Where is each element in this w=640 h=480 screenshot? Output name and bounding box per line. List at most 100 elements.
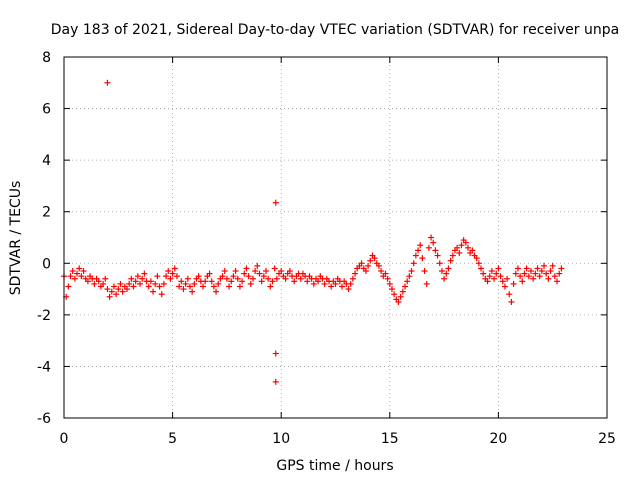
data-point xyxy=(436,260,443,267)
data-point xyxy=(291,278,298,285)
data-point xyxy=(547,268,554,275)
data-point xyxy=(102,275,109,282)
y-tick-label: -6 xyxy=(37,411,51,427)
data-point xyxy=(169,270,176,277)
data-point xyxy=(432,247,439,254)
data-point xyxy=(67,273,74,280)
data-point xyxy=(104,286,111,293)
data-point xyxy=(171,265,178,272)
data-point xyxy=(423,280,430,287)
data-point xyxy=(236,283,243,290)
data-point xyxy=(186,283,193,290)
data-point xyxy=(532,270,539,277)
data-point xyxy=(126,280,133,287)
data-point xyxy=(167,275,174,282)
data-point xyxy=(536,273,543,280)
data-point xyxy=(241,270,248,277)
data-point xyxy=(163,273,170,280)
data-point xyxy=(145,283,152,290)
grid-lines xyxy=(64,57,607,418)
data-point xyxy=(404,278,411,285)
data-point xyxy=(475,260,482,267)
data-point xyxy=(245,273,252,280)
axis-ticks: 0 5 10 15 20 25 -6 -4 -2 0 2 4 6 8 xyxy=(37,50,616,447)
data-point xyxy=(76,265,83,272)
data-point xyxy=(243,265,250,272)
x-axis-label: GPS time / hours xyxy=(276,458,393,474)
data-point xyxy=(445,265,452,272)
data-point xyxy=(108,288,115,295)
data-point xyxy=(254,262,261,269)
data-point xyxy=(521,270,528,277)
data-point xyxy=(347,280,354,287)
data-point xyxy=(262,268,269,275)
data-point xyxy=(430,239,437,246)
data-point xyxy=(425,244,432,251)
data-point xyxy=(272,378,279,385)
data-point xyxy=(95,278,102,285)
data-point xyxy=(180,286,187,293)
data-point xyxy=(514,265,521,272)
data-point xyxy=(321,280,328,287)
x-tick-label: 5 xyxy=(168,431,177,447)
data-point xyxy=(462,239,469,246)
data-point xyxy=(543,270,550,277)
data-point xyxy=(147,278,154,285)
data-point xyxy=(415,247,422,254)
data-point xyxy=(65,283,72,290)
data-point xyxy=(71,275,78,282)
data-point xyxy=(272,199,279,206)
data-point xyxy=(480,270,487,277)
data-point xyxy=(130,283,137,290)
data-point xyxy=(469,247,476,254)
data-point xyxy=(137,280,144,287)
data-point xyxy=(497,273,504,280)
data-point xyxy=(176,283,183,290)
data-point xyxy=(117,280,124,287)
data-point xyxy=(219,273,226,280)
data-point xyxy=(123,286,130,293)
data-point xyxy=(525,273,532,280)
data-point xyxy=(278,268,285,275)
data-point xyxy=(106,293,113,300)
data-point xyxy=(428,234,435,241)
y-tick-label: -2 xyxy=(37,308,51,324)
data-point xyxy=(486,273,493,280)
data-point xyxy=(510,280,517,287)
y-tick-label: 0 xyxy=(42,256,51,272)
data-point xyxy=(493,270,500,277)
data-point xyxy=(297,275,304,282)
data-point xyxy=(100,280,107,287)
x-tick-label: 10 xyxy=(272,431,290,447)
data-point xyxy=(447,257,454,264)
data-point xyxy=(110,283,117,290)
data-point xyxy=(534,265,541,272)
data-point xyxy=(165,268,172,275)
data-point xyxy=(234,275,241,282)
data-point xyxy=(272,350,279,357)
data-point xyxy=(549,262,556,269)
data-point xyxy=(495,265,502,272)
data-point xyxy=(282,275,289,282)
data-point xyxy=(191,280,198,287)
data-point xyxy=(538,268,545,275)
data-point xyxy=(91,280,98,287)
data-point xyxy=(541,262,548,269)
data-point xyxy=(267,283,274,290)
data-point xyxy=(530,275,537,282)
data-point xyxy=(384,275,391,282)
data-point xyxy=(315,278,322,285)
data-point xyxy=(239,278,246,285)
data-point xyxy=(134,273,141,280)
data-point xyxy=(491,275,498,282)
data-point xyxy=(230,273,237,280)
data-point xyxy=(232,268,239,275)
y-tick-label: 4 xyxy=(42,153,51,169)
data-point xyxy=(556,270,563,277)
x-tick-label: 0 xyxy=(60,431,69,447)
data-point xyxy=(226,283,233,290)
data-point xyxy=(154,273,161,280)
data-point xyxy=(332,280,339,287)
